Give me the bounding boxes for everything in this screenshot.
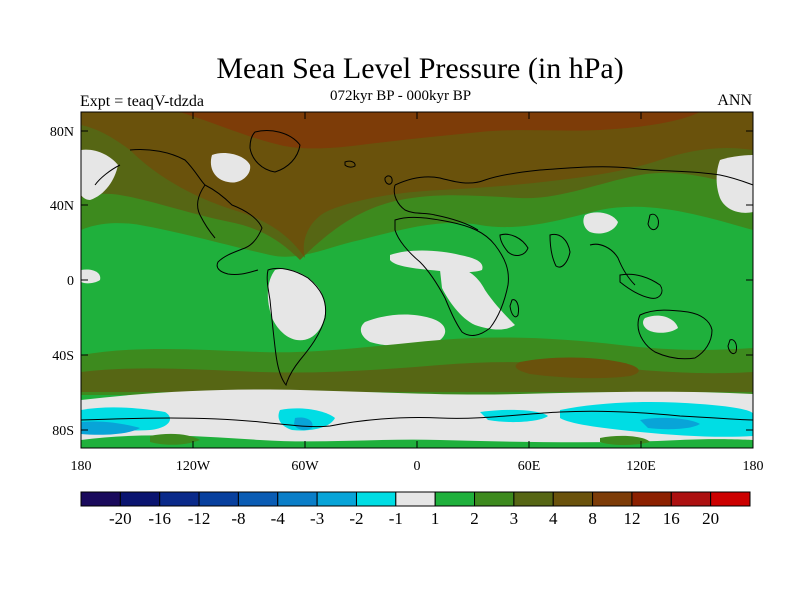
field-white-indian-ocean [643, 315, 678, 333]
map-title: Mean Sea Level Pressure (in hPa) [216, 52, 624, 85]
field-white-antarctic-ring [81, 389, 753, 448]
lon-label: 120E [626, 459, 656, 474]
colorbar-label: -8 [231, 509, 245, 528]
field-white-east-siberia [716, 155, 753, 213]
lon-label: 60E [518, 459, 541, 474]
colorbar-label: 12 [623, 509, 640, 528]
field-south-dark-brown [515, 357, 639, 379]
lon-label: 0 [414, 459, 421, 474]
colorbar-swatch [159, 491, 200, 507]
colorbar: -20 -16 -12 -8 -4 -3 -2 -1 1 2 3 4 8 12 16 20 [80, 491, 751, 528]
field-white-china [583, 212, 618, 234]
colorbar-swatch [592, 491, 633, 507]
colorbar-label: -20 [109, 509, 132, 528]
field-north-dark-brown [81, 112, 753, 258]
lat-label: 80N [50, 125, 74, 140]
coastlines [81, 130, 753, 428]
colorbar-swatch [237, 491, 279, 507]
lat-label: 40N [50, 199, 74, 214]
colorbar-label: 4 [549, 509, 558, 528]
field-blue-east-antarctic [640, 417, 700, 430]
season-label: ANN [717, 92, 752, 109]
field-white-south-atlantic [360, 314, 446, 347]
field-white-alaska [81, 149, 118, 200]
lon-label: 180 [71, 459, 92, 474]
field-white-greenland [210, 153, 251, 183]
colorbar-swatch [434, 491, 476, 507]
colorbar-swatch [80, 491, 121, 507]
colorbar-label: 16 [663, 509, 680, 528]
colorbar-label: -3 [310, 509, 324, 528]
colorbar-swatch [474, 491, 515, 507]
lat-label: 0 [67, 274, 74, 289]
colorbar-label: 20 [702, 509, 719, 528]
colorbar-swatch [670, 491, 712, 507]
field-cyan-south-pacific [480, 409, 548, 423]
colorbar-swatch [395, 491, 436, 507]
field-white-southern-africa [440, 266, 515, 330]
map-subtitle: 072kyr BP - 000kyr BP [330, 88, 472, 104]
colorbar-label: 2 [470, 509, 479, 528]
lon-ticks [80, 112, 754, 448]
colorbar-swatch [119, 491, 161, 507]
colorbar-swatch [355, 491, 397, 507]
field-blue-ross [81, 421, 140, 435]
colorbar-label: 8 [588, 509, 597, 528]
lat-ticks [81, 130, 753, 431]
colorbar-swatch [710, 491, 751, 507]
colorbar-label: 3 [510, 509, 519, 528]
lon-label: 120W [176, 459, 211, 474]
lat-label: 80S [52, 424, 74, 439]
colorbar-swatch [552, 491, 594, 507]
experiment-label: Expt = teaqV-tdzda [80, 93, 204, 110]
colorbar-swatch [513, 491, 554, 507]
lat-label: 40S [52, 349, 74, 364]
colorbar-label: -2 [349, 509, 363, 528]
colorbar-label: -4 [271, 509, 286, 528]
colorbar-swatch [277, 491, 318, 507]
map-panel [81, 112, 753, 448]
colorbar-label: -1 [389, 509, 403, 528]
colorbar-label: -16 [148, 509, 171, 528]
colorbar-label: 1 [431, 509, 440, 528]
field-white-south-america [267, 269, 326, 341]
lon-label: 180 [743, 459, 764, 474]
field-north-darkest [180, 112, 700, 149]
colorbar-label: -12 [188, 509, 211, 528]
colorbar-swatch [316, 491, 357, 507]
colorbar-swatch [198, 491, 239, 507]
lon-label: 60W [291, 459, 319, 474]
colorbar-swatch [631, 491, 672, 507]
